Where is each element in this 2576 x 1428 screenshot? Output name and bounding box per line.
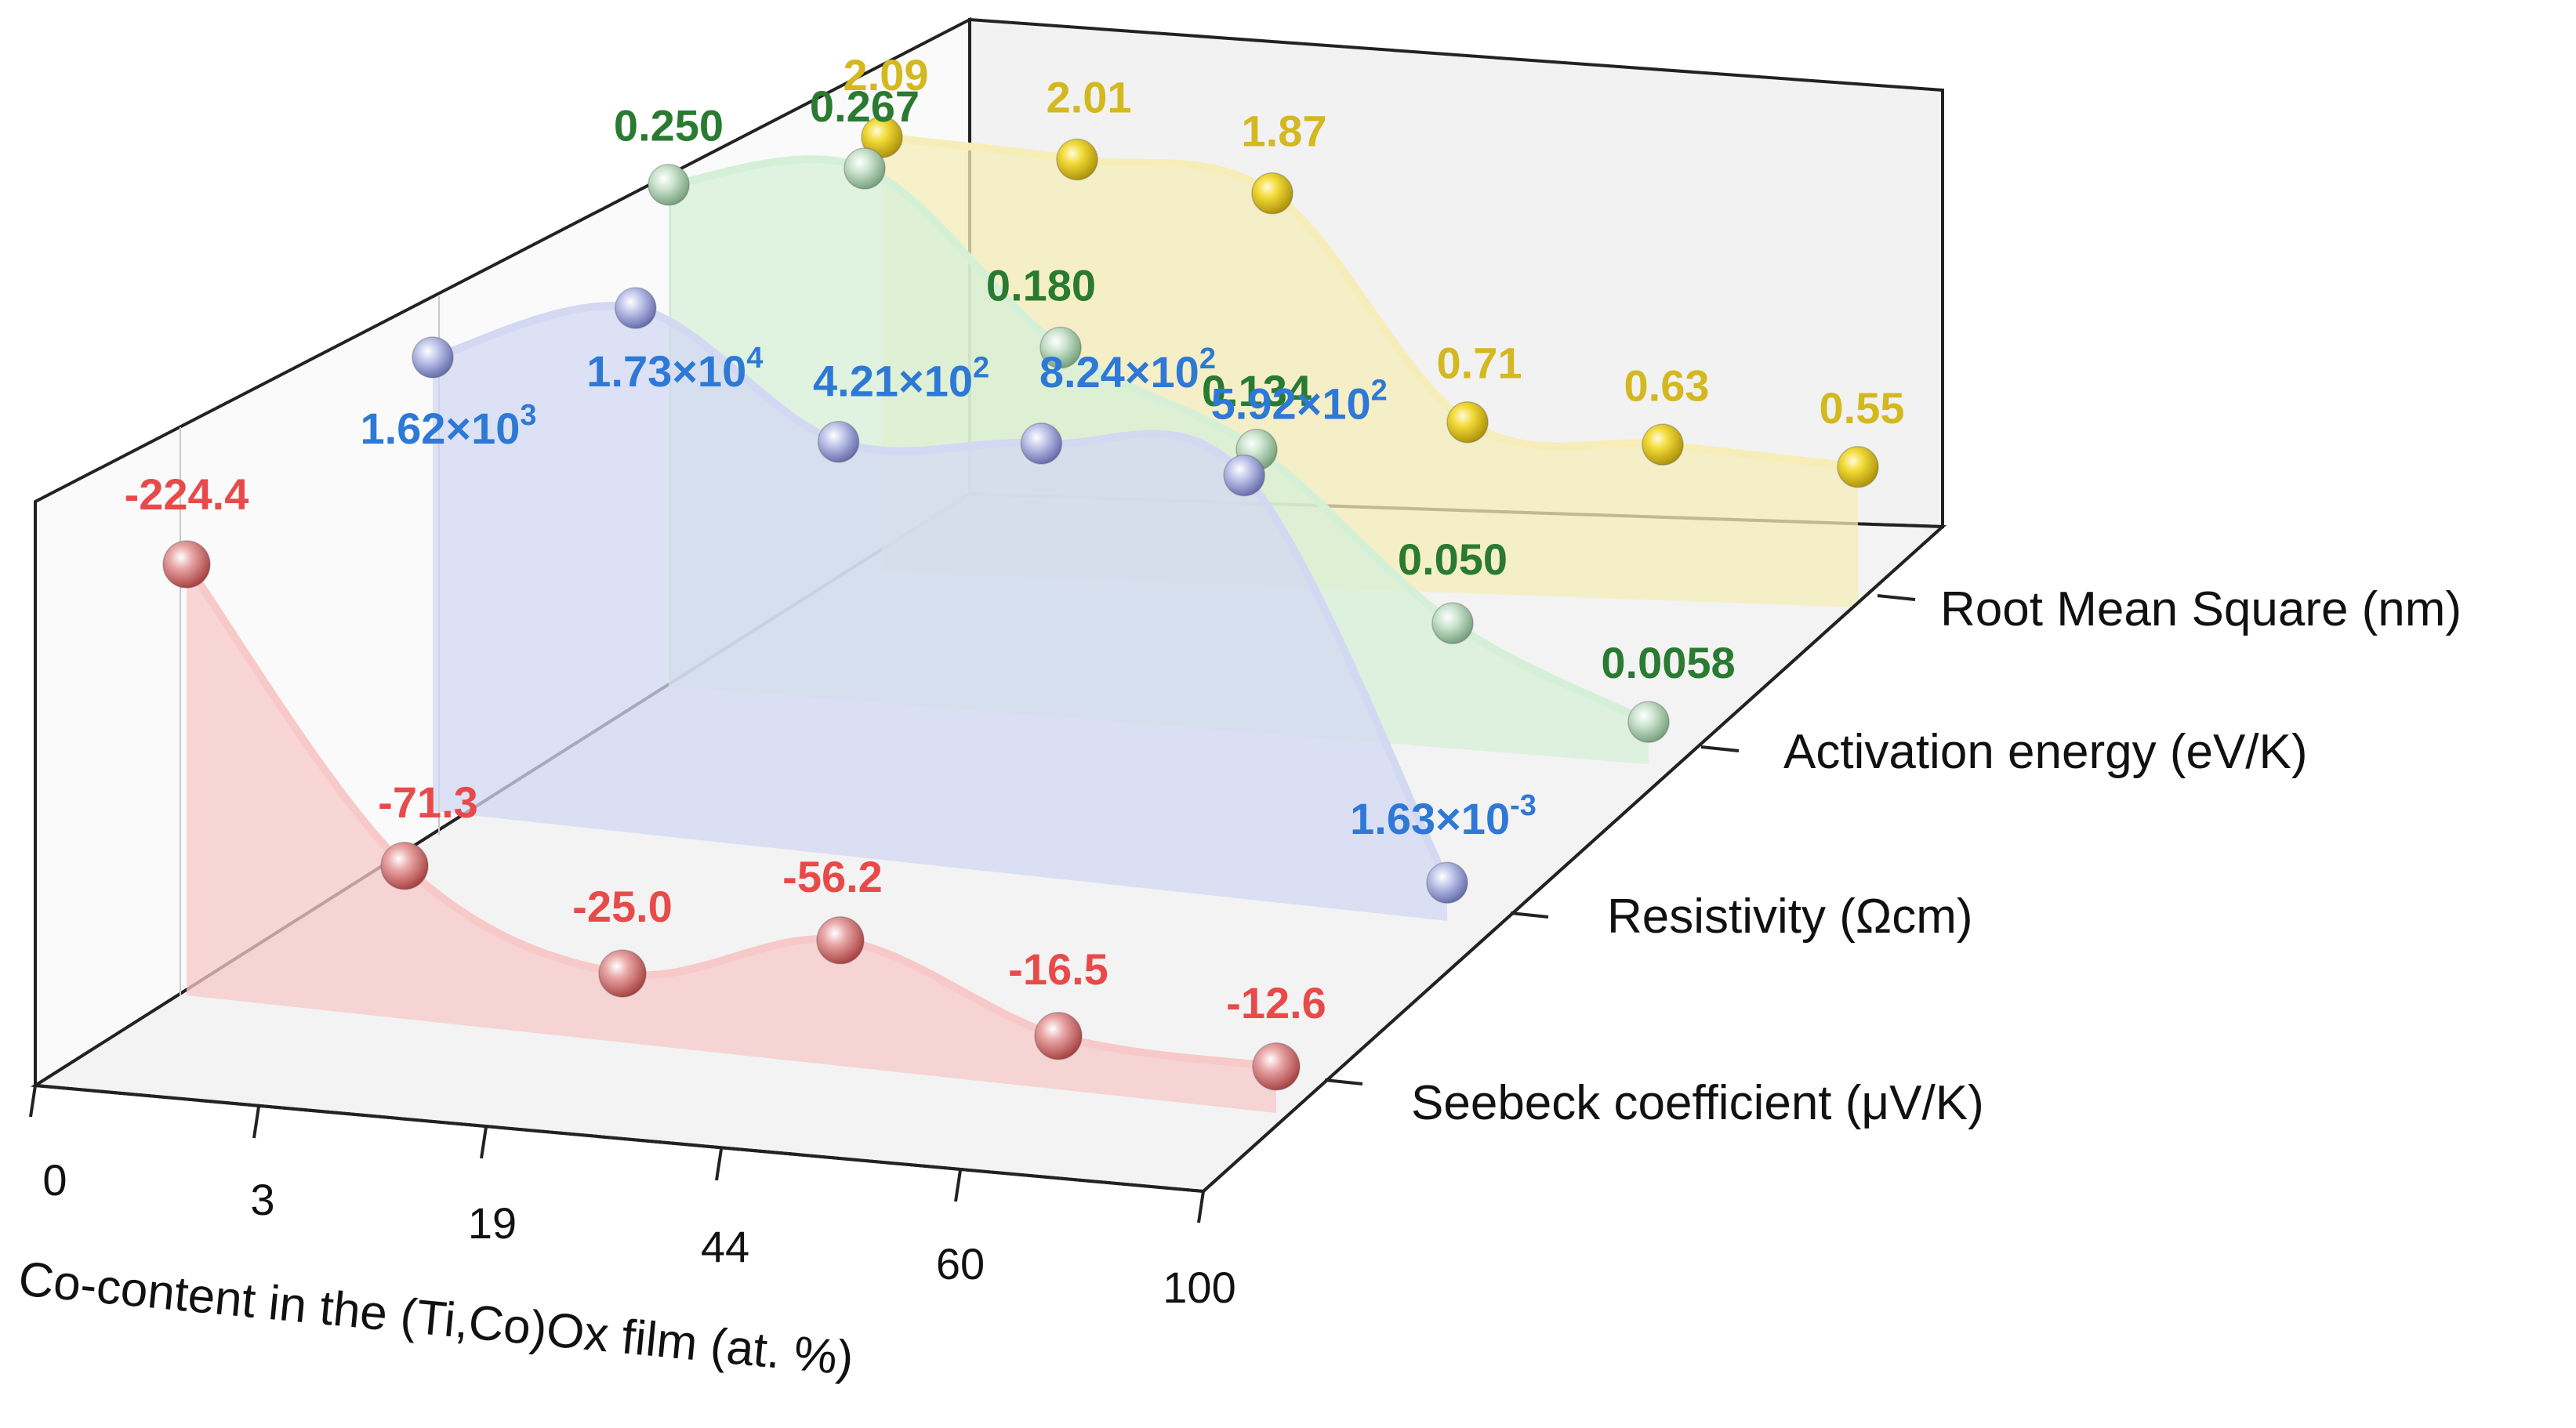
data-label: 2.09 [844, 50, 929, 100]
x-tick-label: 100 [1163, 1263, 1235, 1312]
data-point [412, 336, 454, 379]
x-tick [954, 1169, 962, 1202]
data-label: -56.2 [782, 852, 883, 901]
data-label: 0.55 [1820, 383, 1905, 433]
x-tick [29, 1085, 37, 1118]
data-point [615, 287, 657, 329]
data-label: 2.01 [1047, 73, 1132, 122]
data-point [1837, 446, 1879, 488]
data-point [1223, 454, 1265, 497]
data-label: 0.050 [1398, 535, 1508, 584]
data-label: 1.63×10-3 [1350, 789, 1537, 843]
series-area [187, 564, 1276, 1113]
x-tick-label: 19 [468, 1198, 517, 1248]
series-axis-label: Resistivity (Ωcm) [1607, 890, 1973, 944]
data-label: -224.4 [125, 469, 249, 519]
series-area [433, 306, 1447, 921]
data-point [816, 916, 865, 965]
data-point [648, 163, 690, 206]
data-point [844, 147, 886, 190]
data-point [1034, 1012, 1083, 1060]
data-label: 0.250 [614, 101, 724, 150]
data-label: -16.5 [1008, 944, 1108, 994]
x-tick-label: 0 [42, 1155, 67, 1205]
data-label: 0.267 [810, 82, 920, 131]
series-axis-label: Activation energy (eV/K) [1783, 725, 2308, 779]
data-point [162, 540, 211, 589]
data-label: 0.180 [986, 261, 1096, 310]
series-axis-label: Root Mean Square (nm) [1940, 582, 2462, 636]
data-point [1426, 861, 1468, 904]
data-label: 1.73×104 [586, 342, 763, 396]
data-point [598, 949, 647, 998]
x-tick [252, 1106, 260, 1139]
data-point [1039, 326, 1082, 369]
series-tick [1700, 745, 1740, 752]
x-tick-label: 44 [701, 1222, 749, 1271]
series-axis-label: Seebeck coefficient (μV/K) [1411, 1076, 1984, 1130]
data-label: 0.71 [1437, 339, 1522, 388]
x-tick [1197, 1191, 1205, 1223]
data-label: 4.21×102 [813, 352, 989, 406]
data-label: 0.0058 [1601, 638, 1735, 687]
data-label: 0.134 [1202, 366, 1312, 415]
data-point [861, 116, 903, 158]
data-point [1056, 138, 1098, 181]
data-point [1627, 701, 1670, 743]
data-point [1446, 400, 1489, 444]
data-label: -71.3 [378, 777, 478, 827]
data-point [1020, 422, 1063, 465]
data-point [380, 842, 429, 890]
data-label: 1.87 [1242, 107, 1327, 156]
x-tick [715, 1148, 723, 1181]
x-tick [480, 1126, 488, 1159]
data-point [1431, 602, 1474, 644]
series-tick [1510, 912, 1549, 919]
data-label: -25.0 [572, 882, 673, 931]
data-label: 1.62×103 [360, 399, 536, 453]
series-tick [1324, 1078, 1363, 1085]
x-tick-label: 3 [250, 1175, 274, 1224]
data-label: 0.63 [1624, 361, 1710, 410]
data-label: 5.92×102 [1211, 375, 1388, 429]
series-tick [1877, 594, 1916, 601]
data-point [817, 420, 860, 463]
data-point [1642, 423, 1684, 466]
data-label: -12.6 [1226, 978, 1326, 1028]
data-label: 8.24×102 [1039, 343, 1216, 397]
x-axis-title: Co-content in the (Ti,Co)Ox film (at. %) [16, 1252, 856, 1386]
front-edge [34, 1084, 1204, 1193]
x-tick-label: 60 [936, 1239, 985, 1288]
data-point [1252, 1042, 1301, 1091]
data-point [1251, 172, 1293, 215]
